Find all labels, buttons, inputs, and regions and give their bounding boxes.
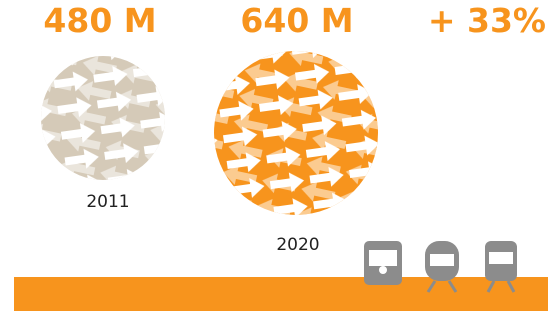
- base-bar: [14, 277, 548, 311]
- year-label: 2020: [276, 235, 319, 255]
- stat-value: 480 M: [43, 1, 156, 40]
- stat-value: 640 M: [240, 1, 353, 40]
- circle-2020: [214, 51, 378, 215]
- year-label: 2011: [86, 192, 129, 212]
- page: 480 M 640 M + 33% 2011 2020 (() => { con…: [0, 0, 548, 311]
- bus-icon: [364, 241, 402, 285]
- infographic: 480 M 640 M + 33% 2011 2020: [0, 0, 548, 311]
- change-value: + 33%: [428, 1, 546, 40]
- circle-2011: [41, 56, 165, 180]
